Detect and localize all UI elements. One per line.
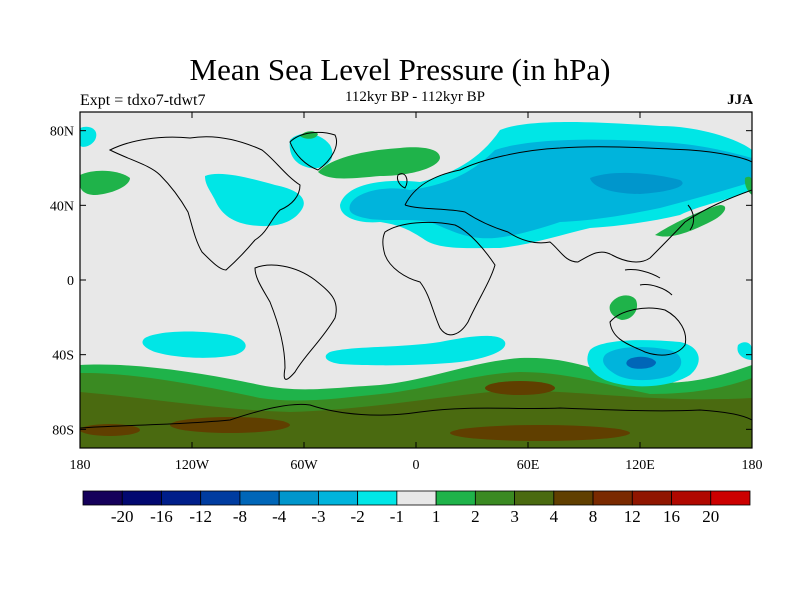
period-label: 112kyr BP - 112kyr BP xyxy=(344,89,485,105)
colorbar-label: 8 xyxy=(589,507,598,526)
lon-tick-label: 0 xyxy=(413,458,420,473)
lat-tick-label: 80N xyxy=(50,125,74,140)
coast-greenland xyxy=(289,131,337,171)
s-atlantic-neg xyxy=(325,335,506,366)
lat-tick-label: 80S xyxy=(52,423,74,438)
longitude-axis: 180 120W 60W 0 60E 120E 180 xyxy=(70,112,763,473)
colorbar-label: -2 xyxy=(351,507,365,526)
southern-patch-8b xyxy=(170,417,290,433)
southern-patch-8a xyxy=(485,381,555,395)
lon-tick-label: 60W xyxy=(290,458,318,473)
coast-africa xyxy=(382,221,496,336)
lon-tick-label: 60E xyxy=(517,458,540,473)
coast-north-america xyxy=(108,136,301,271)
greenland-neg xyxy=(289,133,333,169)
colorbar-label: 16 xyxy=(663,507,680,526)
latitude-axis: 80N 40N 0 40S 80S xyxy=(50,125,752,438)
coast-eurasia xyxy=(404,146,752,263)
colorbar-label: 1 xyxy=(432,507,441,526)
colorbar-swatch xyxy=(239,490,280,506)
eurasia-neg-3 xyxy=(590,172,683,194)
lat-tick-label: 40S xyxy=(52,349,74,364)
s-pacific-neg xyxy=(142,331,246,358)
colorbar-swatch xyxy=(474,490,515,506)
colorbar-swatch xyxy=(592,490,633,506)
colorbar-label: 3 xyxy=(510,507,519,526)
colorbar-label: 4 xyxy=(550,507,559,526)
indian-ocean-pos xyxy=(609,295,638,320)
colorbar-label: -20 xyxy=(111,507,134,526)
colorbar-label: -12 xyxy=(189,507,212,526)
colorbar-swatch xyxy=(514,490,555,506)
coast-indonesia xyxy=(624,269,673,296)
lon-tick-label: 180 xyxy=(70,458,91,473)
lon-tick-label: 120E xyxy=(625,458,655,473)
experiment-label: Expt = tdxo7-tdwt7 xyxy=(80,92,206,109)
colorbar-label: 2 xyxy=(471,507,480,526)
arctic-neg xyxy=(80,126,97,147)
lat-tick-label: 40N xyxy=(50,199,74,214)
w-pacific-pos xyxy=(655,205,726,237)
colorbar-label: 12 xyxy=(624,507,641,526)
colorbar-swatch xyxy=(710,490,751,506)
colorbar-label: 20 xyxy=(702,507,719,526)
n-atlantic-pos xyxy=(318,147,440,179)
pressure-field xyxy=(80,122,752,448)
colorbar-swatch xyxy=(82,490,123,506)
eurasia-neg-2 xyxy=(349,139,752,239)
lon-tick-label: 120W xyxy=(175,458,210,473)
colorbar-label: -1 xyxy=(390,507,404,526)
colorbar: -20 -16 -12 -8 -4 -3 -2 -1 1 2 3 4 8 12 16 20 xyxy=(82,490,751,526)
colorbar-swatch xyxy=(200,490,241,506)
colorbar-label: -3 xyxy=(311,507,325,526)
arctic-pos xyxy=(300,131,318,139)
australia-neg-3 xyxy=(626,356,656,369)
colorbar-swatch xyxy=(278,490,319,506)
colorbar-swatch xyxy=(121,490,162,506)
colorbar-swatch xyxy=(396,490,437,506)
colorbar-swatch xyxy=(435,490,476,506)
season-label: JJA xyxy=(727,92,753,108)
colorbar-swatch xyxy=(553,490,594,506)
lat-tick-label: 0 xyxy=(67,274,74,289)
southern-patch-8c xyxy=(450,425,630,441)
colorbar-label: -4 xyxy=(272,507,287,526)
tasman-neg xyxy=(737,342,752,360)
colorbar-label: -8 xyxy=(233,507,247,526)
colorbar-swatch xyxy=(161,490,202,506)
colorbar-swatch xyxy=(357,490,398,506)
coast-antarctica xyxy=(80,403,752,429)
colorbar-swatch xyxy=(671,490,712,506)
n-america-neg xyxy=(205,173,304,227)
colorbar-label: -16 xyxy=(150,507,173,526)
plot-title: Mean Sea Level Pressure (in hPa) xyxy=(189,52,611,87)
coast-japan xyxy=(687,204,695,231)
coast-australia xyxy=(609,307,687,356)
lon-tick-label: 180 xyxy=(742,458,763,473)
coast-british-isles xyxy=(397,173,408,189)
n-pacific-pos xyxy=(80,170,130,195)
colorbar-swatch xyxy=(318,490,359,506)
colorbar-swatch xyxy=(631,490,672,506)
coastlines xyxy=(80,131,752,429)
coast-south-america xyxy=(254,264,337,380)
